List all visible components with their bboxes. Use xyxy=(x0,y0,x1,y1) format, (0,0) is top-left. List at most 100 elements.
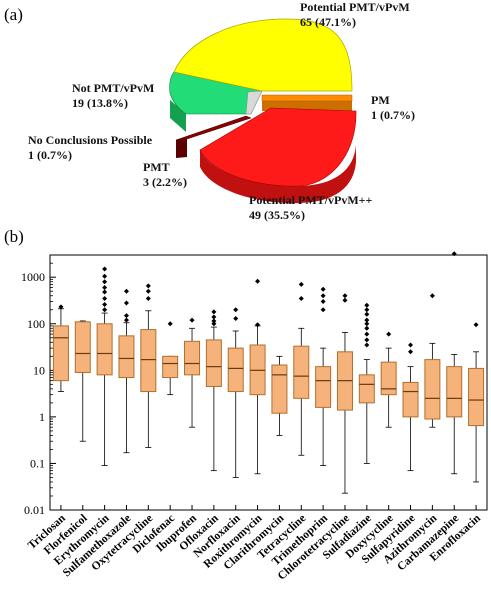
y-tick-label: 0.1 xyxy=(30,456,45,470)
y-tick-label: 0.01 xyxy=(24,503,45,517)
box-iqr xyxy=(402,381,419,418)
value-pmt: 3 (2.2%) xyxy=(143,175,187,189)
outlier-point xyxy=(364,337,370,343)
box-doxycycline xyxy=(380,331,397,510)
pie-slice-potential-pmt-pp xyxy=(199,107,357,187)
outlier-point xyxy=(167,321,173,327)
outlier-point xyxy=(364,307,370,313)
label-potential-pmt: Potential PMT/vPvM xyxy=(300,0,410,14)
outlier-point xyxy=(429,293,435,299)
box-iqr xyxy=(315,366,332,408)
pie-slice-pmt xyxy=(175,115,252,141)
outlier-point xyxy=(255,278,261,284)
box-iqr xyxy=(380,361,397,396)
box-carbamazepine xyxy=(446,251,463,510)
box-azithromycin xyxy=(424,293,441,510)
outlier-point xyxy=(233,315,239,321)
pie-chart: Potential PMT/vPvM 65 (47.1%) PM 1 (0.7%… xyxy=(28,0,415,222)
outlier-point xyxy=(145,283,151,289)
outlier-point xyxy=(211,321,217,327)
y-tick-label: 100 xyxy=(27,317,45,331)
value-pm: 1 (0.7%) xyxy=(371,108,415,122)
value-not-pmt: 19 (13.8%) xyxy=(72,96,128,110)
box-iqr xyxy=(205,339,222,387)
outlier-point xyxy=(320,307,326,313)
box-sulfadiazine xyxy=(358,302,375,510)
box-iqr xyxy=(271,364,288,414)
label-pm: PM xyxy=(371,93,390,107)
outlier-point xyxy=(386,331,392,337)
outlier-point xyxy=(211,309,217,315)
box-enrofloxacin xyxy=(468,322,485,510)
outlier-point xyxy=(364,331,370,337)
pie-slice-not-pmt xyxy=(169,71,263,115)
box-trimethoprim xyxy=(315,286,332,510)
plot-frame xyxy=(49,254,488,511)
outlier-point xyxy=(298,281,304,287)
outlier-point xyxy=(233,307,239,313)
box-iqr xyxy=(74,321,91,373)
pie-slice-potential-pmt xyxy=(173,18,353,92)
pie-slice-not-pmt-side xyxy=(170,100,186,132)
pie-slice-pm xyxy=(261,94,353,102)
outlier-point xyxy=(123,317,129,323)
y-axis: 0.01 0.1 1 10 100 1000 xyxy=(21,254,56,517)
box-ibuprofen xyxy=(184,317,201,510)
box-florfenicol xyxy=(74,320,91,510)
outlier-point xyxy=(408,349,414,355)
y-tick-label: 10 xyxy=(33,363,45,377)
box-iqr xyxy=(468,367,485,427)
pie-slice-no-conclusions xyxy=(245,90,263,115)
box-chlorotetracycline xyxy=(336,293,353,510)
outlier-point xyxy=(364,317,370,323)
outlier-point xyxy=(145,288,151,294)
panel-label-a: (a) xyxy=(4,5,23,24)
outlier-point xyxy=(102,266,108,272)
label-no-conclusions: No Conclusions Possible xyxy=(28,133,153,147)
outlier-point xyxy=(211,314,217,320)
box-iqr xyxy=(358,374,375,404)
outlier-point xyxy=(102,273,108,279)
box-iqr xyxy=(140,329,157,393)
box-tetracycline xyxy=(293,281,310,510)
outlier-point xyxy=(342,293,348,299)
outlier-point xyxy=(364,302,370,308)
box-iqr xyxy=(162,355,179,379)
box-erythromycin xyxy=(96,266,113,510)
outlier-point xyxy=(320,286,326,292)
outlier-point xyxy=(123,300,129,306)
outlier-point xyxy=(102,279,108,285)
boxes xyxy=(52,251,485,510)
outlier-point xyxy=(102,301,108,307)
outlier-point xyxy=(320,299,326,305)
label-pmt: PMT xyxy=(143,160,170,174)
outlier-point xyxy=(408,342,414,348)
label-potential-pmt-pp: Potential PMT/vPvM++ xyxy=(249,193,372,207)
y-tick-label: 1 xyxy=(39,410,45,424)
outlier-point xyxy=(298,295,304,301)
box-clarithromycin xyxy=(271,355,288,510)
box-iqr xyxy=(227,347,244,393)
outlier-point xyxy=(123,313,129,319)
box-triclosan xyxy=(52,304,69,510)
outlier-point xyxy=(123,288,129,294)
outlier-point xyxy=(320,293,326,299)
box-iqr xyxy=(118,335,135,379)
outlier-point xyxy=(364,325,370,331)
outlier-point xyxy=(102,289,108,295)
box-diclofenac xyxy=(162,321,179,510)
box-iqr xyxy=(52,325,69,382)
box-sulfamethoxazole xyxy=(118,288,135,510)
box-iqr xyxy=(424,359,441,420)
box-norfloxacin xyxy=(227,307,244,510)
outlier-point xyxy=(211,318,217,324)
box-ofloxacin xyxy=(205,309,222,510)
outlier-point xyxy=(102,285,108,291)
box-sulfapyridine xyxy=(402,342,419,510)
outlier-point xyxy=(364,342,370,348)
y-tick-label: 1000 xyxy=(21,270,45,284)
pie-slice-potential-pmt-pp-side xyxy=(200,145,356,204)
value-no-conclusions: 1 (0.7%) xyxy=(28,148,72,162)
outlier-point xyxy=(255,322,261,328)
